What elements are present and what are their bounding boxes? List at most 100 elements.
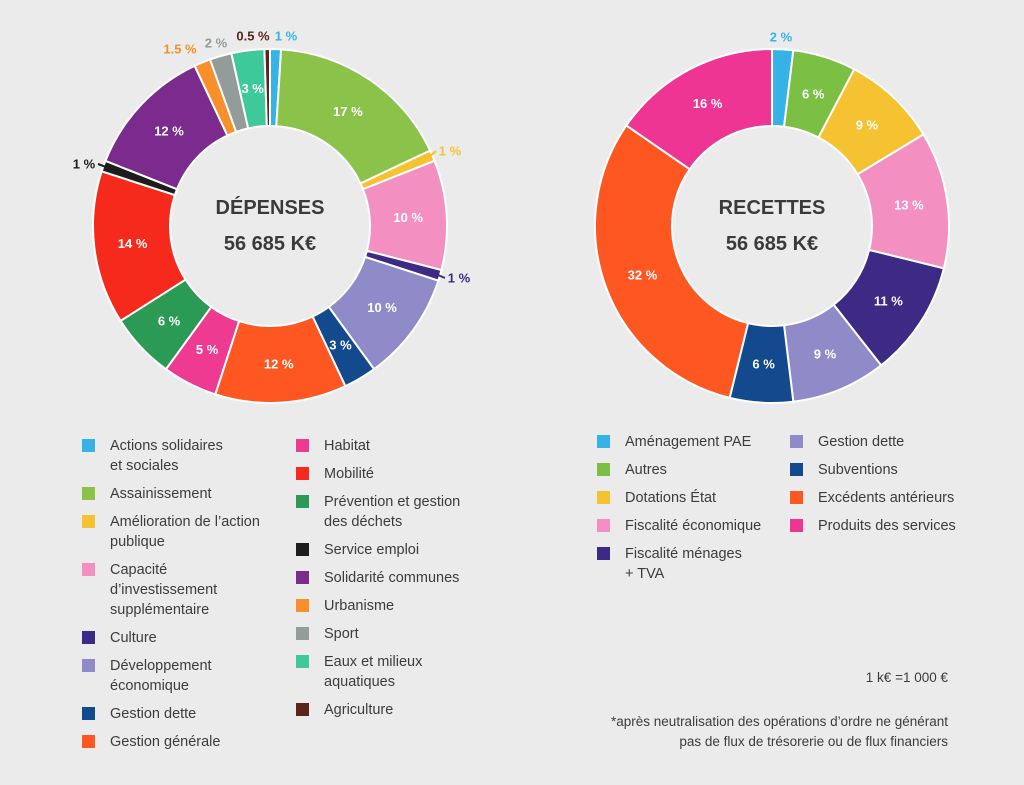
legend-swatch bbox=[790, 435, 803, 448]
legend-label: Culture bbox=[110, 630, 157, 646]
legend-swatch bbox=[296, 627, 309, 640]
legend-item: Dotations État bbox=[597, 488, 767, 508]
recettes-slice-label-8: 16 % bbox=[693, 96, 723, 111]
legend-swatch bbox=[82, 515, 95, 528]
legend-swatch bbox=[82, 439, 95, 452]
legend-swatch bbox=[82, 487, 95, 500]
legend-label: Aménagement PAE bbox=[625, 434, 752, 450]
recettes-slice-label-6: 6 % bbox=[752, 357, 775, 372]
legend-label: Prévention et gestion des déchets bbox=[324, 494, 461, 530]
legend-item: Gestion générale bbox=[82, 732, 272, 752]
legend-label: Service emploi bbox=[324, 542, 420, 558]
legend-item: Amélioration de l’action publique bbox=[82, 512, 272, 552]
legend-item: Gestion dette bbox=[82, 704, 272, 724]
legend-label: Agriculture bbox=[324, 702, 394, 718]
legend-swatch bbox=[82, 707, 95, 720]
recettes-slice-label-5: 9 % bbox=[814, 346, 837, 361]
legend-item: Autres bbox=[597, 460, 767, 480]
legend-swatch bbox=[597, 491, 610, 504]
legend-item: Gestion dette bbox=[790, 432, 970, 452]
recettes-slice-label-4: 11 % bbox=[874, 294, 903, 309]
depenses-center-title: DÉPENSES bbox=[216, 196, 325, 219]
legend-item: Urbanisme bbox=[296, 596, 476, 616]
legend-label: Amélioration de l’action publique bbox=[110, 514, 260, 550]
legend-swatch bbox=[296, 467, 309, 480]
legend-item: Sport bbox=[296, 624, 476, 644]
legend-item: Capacité d’investissement supplémentaire bbox=[82, 560, 272, 620]
legend-item: Solidarité communes bbox=[296, 568, 476, 588]
depenses-slice-label-10: 14 % bbox=[118, 236, 148, 251]
legend-swatch bbox=[296, 571, 309, 584]
legend-label: Habitat bbox=[324, 438, 370, 454]
depenses-legend-col-1: Actions solidaires et sociales Assainisse… bbox=[82, 436, 272, 760]
legend-label: Capacité d’investissement supplémentaire bbox=[110, 562, 218, 618]
recettes-legend-col-2: Gestion dette Subventions Excédents antéri… bbox=[790, 432, 970, 544]
footnote: *après neutralisation des opérations d’o… bbox=[611, 714, 948, 749]
depenses-slice-label-5: 10 % bbox=[367, 300, 397, 315]
depenses-slice-label-3: 10 % bbox=[393, 210, 423, 225]
legend-item: Aménagement PAE bbox=[597, 432, 767, 452]
legend-label: Solidarité communes bbox=[324, 570, 460, 586]
legend-label: Assainissement bbox=[110, 486, 212, 502]
depenses-slice-16 bbox=[263, 47, 271, 128]
legend-label: Gestion dette bbox=[818, 434, 905, 450]
legend-swatch bbox=[296, 439, 309, 452]
depenses-slice-label-0: 1 % bbox=[275, 29, 298, 44]
recettes-slice-label-0: 2 % bbox=[770, 30, 793, 45]
leader-line bbox=[435, 273, 446, 279]
legend-item: Agriculture bbox=[296, 700, 476, 720]
legend-item: Mobilité bbox=[296, 464, 476, 484]
depenses-slice-label-8: 5 % bbox=[196, 342, 219, 357]
legend-swatch bbox=[82, 735, 95, 748]
legend-swatch bbox=[82, 659, 95, 672]
legend-label: Gestion dette bbox=[110, 706, 197, 722]
recettes-center-total: 56 685 K€ bbox=[726, 233, 818, 255]
depenses-slice-label-16: 0.5 % bbox=[236, 29, 270, 44]
legend-item: Excédents antérieurs bbox=[790, 488, 970, 508]
recettes-slice-label-2: 9 % bbox=[856, 118, 879, 133]
recettes-legend-col-1: Aménagement PAE Autres Dotations État Fisca… bbox=[597, 432, 767, 592]
recettes-donut: 2 % 6 % 9 % 13 % 11 % 9 % 6 % 32 % 16 % RECETTES 5… bbox=[594, 30, 950, 404]
legend-label: Excédents antérieurs bbox=[818, 490, 955, 506]
legend-swatch bbox=[296, 543, 309, 556]
legend-item: Subventions bbox=[790, 460, 970, 480]
legend-swatch bbox=[296, 703, 309, 716]
legend-label: Gestion générale bbox=[110, 734, 221, 750]
depenses-slice-1 bbox=[275, 48, 432, 185]
recettes-slice-label-3: 13 % bbox=[894, 198, 924, 213]
legend-swatch bbox=[597, 519, 610, 532]
legend-item: Eaux et milieux aquatiques bbox=[296, 652, 476, 692]
unit-note: 1 k€ =1 000 € bbox=[865, 670, 948, 685]
depenses-slice-label-11: 1 % bbox=[73, 157, 96, 172]
depenses-slice-label-1: 17 % bbox=[333, 104, 363, 119]
legend-label: Dotations État bbox=[625, 490, 717, 506]
legend-item: Service emploi bbox=[296, 540, 476, 560]
depenses-center-total: 56 685 K€ bbox=[224, 233, 316, 255]
leader-line bbox=[428, 150, 437, 159]
leader-line bbox=[97, 163, 108, 169]
legend-label: Fiscalité économique bbox=[625, 518, 762, 534]
legend-swatch bbox=[82, 563, 95, 576]
legend-item: Culture bbox=[82, 628, 272, 648]
depenses-slice-label-4: 1 % bbox=[448, 271, 471, 286]
depenses-slice-label-7: 12 % bbox=[264, 357, 294, 372]
legend-label: Eaux et milieux aquatiques bbox=[324, 654, 423, 690]
recettes-slice-7 bbox=[594, 124, 750, 400]
legend-item: Habitat bbox=[296, 436, 476, 456]
legend-item: Actions solidaires et sociales bbox=[82, 436, 272, 476]
legend-swatch bbox=[790, 491, 803, 504]
depenses-slice-label-6: 3 % bbox=[329, 338, 352, 353]
legend-item: Fiscalité ménages + TVA bbox=[597, 544, 767, 584]
legend-swatch bbox=[296, 599, 309, 612]
depenses-slice-label-12: 12 % bbox=[154, 124, 184, 139]
legend-item: Assainissement bbox=[82, 484, 272, 504]
recettes-slice-label-1: 6 % bbox=[802, 86, 825, 101]
legend-label: Actions solidaires et sociales bbox=[110, 438, 223, 474]
depenses-donut: 1 % 17 % 1 % 10 % 1 % 10 % 3 % 12 % 5 % 6 % 14 % 1 … bbox=[73, 29, 471, 404]
depenses-slice-label-9: 6 % bbox=[158, 313, 181, 328]
legend-label: Autres bbox=[625, 462, 667, 478]
legend-swatch bbox=[82, 631, 95, 644]
legend-label: Urbanisme bbox=[324, 598, 395, 614]
recettes-slice-8 bbox=[624, 47, 773, 171]
depenses-slice-label-13: 1.5 % bbox=[163, 42, 197, 57]
